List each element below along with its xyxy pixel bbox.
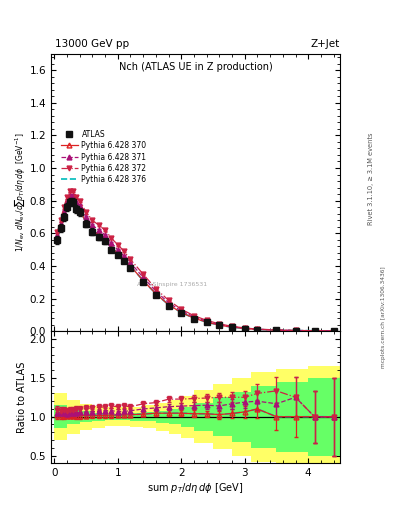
Text: 13000 GeV pp: 13000 GeV pp	[55, 38, 129, 49]
Text: Z+Jet: Z+Jet	[311, 38, 340, 49]
Text: ATLASInspire 1736531: ATLASInspire 1736531	[137, 282, 208, 287]
X-axis label: sum $p_T/d\eta\,d\phi$ [GeV]: sum $p_T/d\eta\,d\phi$ [GeV]	[147, 481, 244, 495]
Y-axis label: $1/N_\mathrm{ev}\ dN_\mathrm{ev}/d\!\sum\! p_T/d\eta\,d\phi\ \ [\mathrm{GeV}^{-1: $1/N_\mathrm{ev}\ dN_\mathrm{ev}/d\!\sum…	[13, 133, 27, 252]
Legend: ATLAS, Pythia 6.428 370, Pythia 6.428 371, Pythia 6.428 372, Pythia 6.428 376: ATLAS, Pythia 6.428 370, Pythia 6.428 37…	[58, 127, 150, 187]
Text: Nch (ATLAS UE in Z production): Nch (ATLAS UE in Z production)	[119, 62, 272, 72]
Text: mcplots.cern.ch [arXiv:1306.3436]: mcplots.cern.ch [arXiv:1306.3436]	[381, 267, 386, 368]
Y-axis label: Ratio to ATLAS: Ratio to ATLAS	[17, 361, 27, 433]
Text: Rivet 3.1.10, ≥ 3.1M events: Rivet 3.1.10, ≥ 3.1M events	[368, 133, 375, 225]
